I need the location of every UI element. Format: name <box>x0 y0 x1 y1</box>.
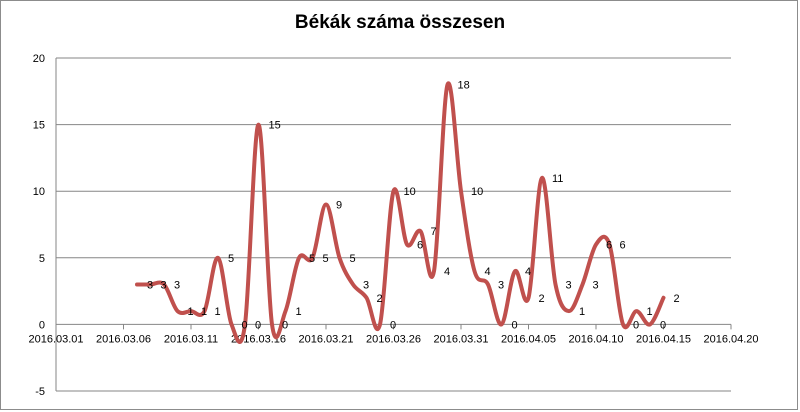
data-point <box>176 309 180 313</box>
data-label: 3 <box>593 279 599 291</box>
x-tick-label: 2016.04.20 <box>703 333 758 345</box>
data-label: 0 <box>633 319 639 331</box>
y-tick-label: 5 <box>39 253 45 265</box>
data-point <box>284 309 288 313</box>
data-point <box>230 322 234 326</box>
data-point <box>446 83 450 87</box>
y-tick-label: 20 <box>33 53 45 65</box>
data-point <box>419 229 423 233</box>
data-point <box>500 322 504 326</box>
data-point <box>594 242 598 246</box>
data-label: 15 <box>269 120 281 132</box>
data-point <box>608 242 612 246</box>
x-tick-label: 2016.03.11 <box>164 333 218 345</box>
y-tick-label: 15 <box>33 120 45 132</box>
data-point <box>149 282 153 286</box>
series-line <box>135 81 666 344</box>
data-point <box>203 309 207 313</box>
x-tick-label: 2016.03.26 <box>366 333 421 345</box>
data-label: 0 <box>660 319 666 331</box>
data-label: 1 <box>296 306 302 318</box>
data-label: 18 <box>458 80 470 92</box>
data-label: 0 <box>282 319 288 331</box>
data-point <box>486 282 490 286</box>
data-point <box>567 309 571 313</box>
data-point <box>473 269 477 273</box>
data-label: 2 <box>377 293 383 305</box>
data-label: 3 <box>363 279 369 291</box>
x-tick-label: 2016.03.01 <box>28 333 83 345</box>
data-label: 9 <box>336 200 342 212</box>
data-label: 4 <box>485 266 491 278</box>
data-point <box>243 322 247 326</box>
data-label: 0 <box>255 319 261 331</box>
data-point <box>297 256 301 260</box>
data-label: 6 <box>620 239 626 251</box>
y-tick-label: 0 <box>39 319 45 331</box>
data-label: 10 <box>404 186 416 198</box>
data-label: 3 <box>174 279 180 291</box>
x-tick-label: 2016.04.15 <box>636 333 691 345</box>
data-point <box>405 242 409 246</box>
data-point <box>635 309 639 313</box>
data-point <box>216 256 220 260</box>
data-point <box>324 203 328 207</box>
data-label: 5 <box>309 253 315 265</box>
data-label: 3 <box>566 279 572 291</box>
data-label: 1 <box>579 306 585 318</box>
data-point <box>270 322 274 326</box>
data-label: 6 <box>417 239 423 251</box>
data-label: 5 <box>350 253 356 265</box>
data-point <box>459 189 463 193</box>
y-tick-label: -5 <box>35 386 45 398</box>
data-label: 1 <box>188 306 194 318</box>
data-point <box>189 309 193 313</box>
data-label: 2 <box>674 293 680 305</box>
data-label: 3 <box>161 279 167 291</box>
data-point <box>540 176 544 180</box>
data-point <box>554 282 558 286</box>
data-point <box>351 282 355 286</box>
chart-title: Békák száma összesen <box>294 12 506 33</box>
data-point <box>338 256 342 260</box>
data-label: 1 <box>215 306 221 318</box>
data-point <box>581 282 585 286</box>
x-tick-label: 2016.03.06 <box>96 333 151 345</box>
data-point <box>311 256 315 260</box>
data-label: 0 <box>390 319 396 331</box>
data-point <box>432 269 436 273</box>
data-label: 11 <box>552 173 563 185</box>
data-label: 3 <box>147 279 153 291</box>
data-label: 0 <box>512 319 518 331</box>
data-label: 7 <box>431 226 437 238</box>
x-tick-label: 2016.04.05 <box>501 333 556 345</box>
data-point <box>621 322 625 326</box>
data-point <box>662 296 666 300</box>
data-label: 0 <box>242 319 248 331</box>
data-label: 2 <box>539 293 545 305</box>
data-label: 1 <box>201 306 207 318</box>
data-label: 4 <box>444 266 450 278</box>
data-point <box>135 282 139 286</box>
data-label: 10 <box>471 186 483 198</box>
data-label: 4 <box>525 266 531 278</box>
x-tick-label: 2016.03.21 <box>298 333 353 345</box>
data-label: 3 <box>498 279 504 291</box>
data-point <box>365 296 369 300</box>
x-tick-label: 2016.03.31 <box>433 333 488 345</box>
data-label: 6 <box>606 239 612 251</box>
data-point <box>392 189 396 193</box>
data-label: 5 <box>323 253 329 265</box>
data-point <box>527 296 531 300</box>
data-point <box>378 322 382 326</box>
data-point <box>162 282 166 286</box>
data-point <box>257 123 261 127</box>
y-tick-label: 10 <box>33 186 45 198</box>
data-point <box>513 269 517 273</box>
data-point <box>648 322 652 326</box>
data-label: 1 <box>647 306 653 318</box>
data-label: 5 <box>228 253 234 265</box>
x-tick-label: 2016.04.10 <box>568 333 623 345</box>
